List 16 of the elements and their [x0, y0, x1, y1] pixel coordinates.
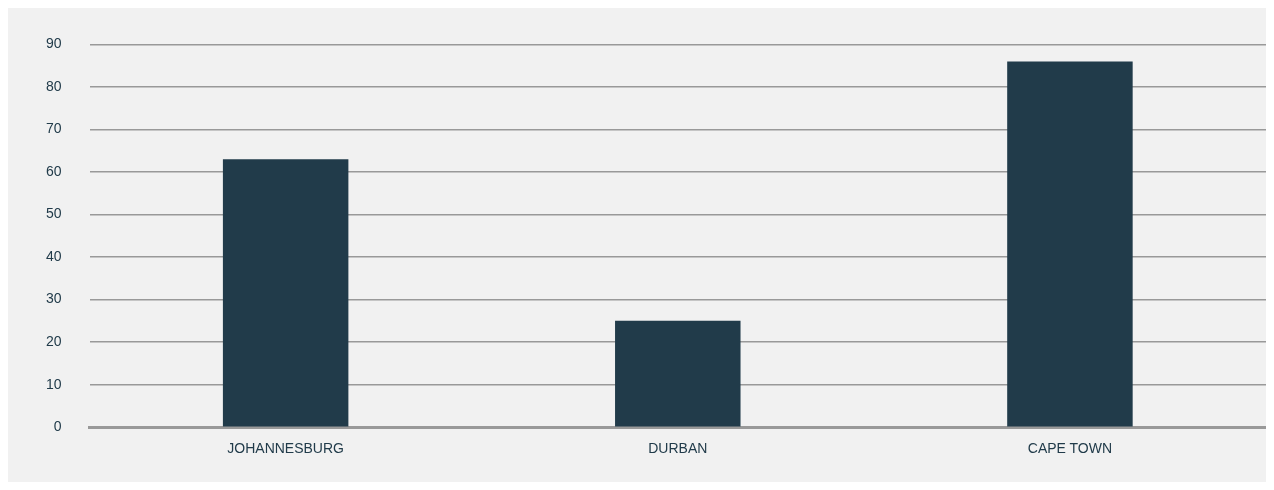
- y-tick-label: 10: [45, 375, 62, 392]
- y-tick-label: 40: [45, 247, 62, 264]
- y-tick-label: 20: [45, 332, 62, 349]
- bar: [615, 320, 741, 427]
- x-tick-label: JOHANNESBURG: [227, 440, 344, 457]
- y-tick-label: 0: [53, 418, 62, 435]
- y-tick-label: 80: [45, 77, 62, 94]
- y-tick-label: 70: [45, 120, 62, 137]
- y-tick-label: 90: [45, 35, 62, 52]
- y-tick-label: 60: [45, 162, 62, 179]
- x-tick-label: DURBAN: [648, 440, 708, 457]
- y-tick-label: 50: [45, 205, 62, 222]
- bar: [1007, 61, 1133, 427]
- y-tick-label: 30: [45, 290, 62, 307]
- bar: [222, 159, 349, 427]
- x-tick-label: CAPE TOWN: [1027, 440, 1113, 457]
